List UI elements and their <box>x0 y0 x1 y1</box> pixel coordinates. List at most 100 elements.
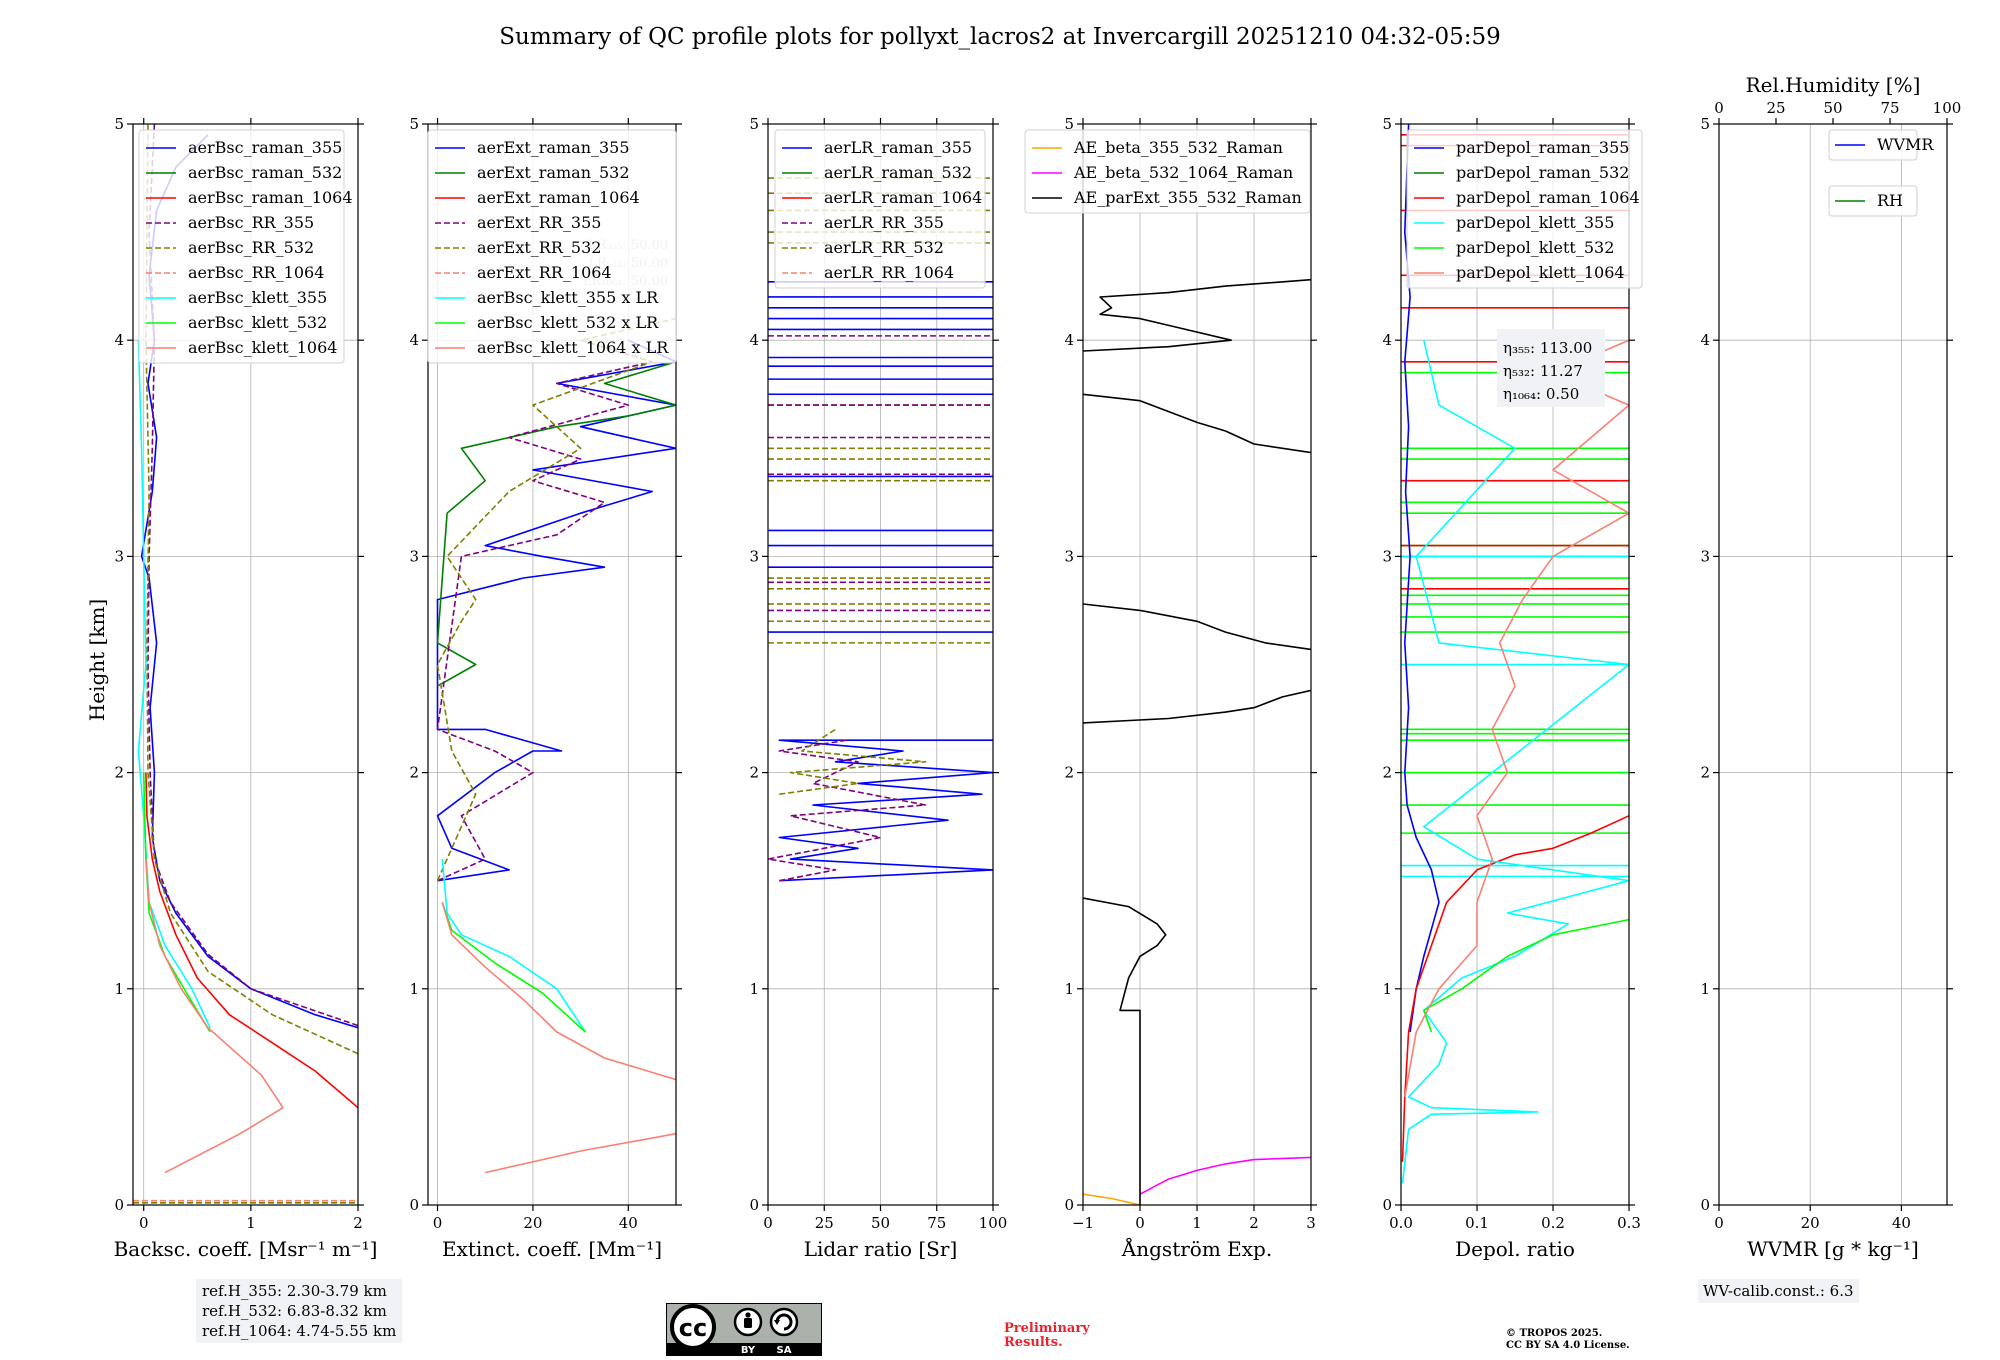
legend-entry: aerLR_raman_355 <box>824 138 972 157</box>
y-tick-label: 5 <box>114 115 124 133</box>
series-line-parDepol-raman-1064 <box>1401 815 1629 1162</box>
eta-box <box>1497 329 1605 407</box>
plot-frame-wvmr <box>1718 123 1948 1206</box>
legend-entry: aerBsc_RR_355 <box>188 213 314 232</box>
wv-calibration-box: WV-calib.const.: 6.3 <box>1698 1279 1859 1303</box>
top-x-tick-label: 0 <box>1714 99 1724 117</box>
data-lidar_ratio <box>768 177 993 882</box>
ref-height-1064: ref.H_1064: 4.74-5.55 km <box>202 1322 397 1340</box>
y-tick-label: 2 <box>749 764 759 782</box>
legend-entry: parDepol_klett_1064 <box>1456 263 1625 282</box>
legend-entry: aerBsc_raman_532 <box>188 163 342 182</box>
eta-value: η₅₃₂: 11.27 <box>1503 362 1583 380</box>
reference-height-box: ref.H_355: 2.30-3.79 km ref.H_532: 6.83-… <box>196 1279 403 1343</box>
series-line-AE-parExt-355-532-Raman-4 <box>1083 278 1311 352</box>
y-tick-label: 2 <box>114 764 124 782</box>
legend-wvmr: WVMR RH <box>1828 129 1934 217</box>
y-tick-label: 2 <box>1064 764 1074 782</box>
legend-entry: aerExt_raman_355 <box>477 138 630 157</box>
legend-entry: aerBsc_klett_532 <box>188 313 327 332</box>
y-tick-label: 4 <box>1700 331 1710 349</box>
legend-entry: aerExt_raman_1064 <box>477 188 640 207</box>
eta-value: η₁₀₆₄: 0.50 <box>1503 385 1579 403</box>
plot-frame-backscatter <box>132 123 359 1206</box>
legend-entry: parDepol_raman_355 <box>1456 138 1629 157</box>
y-tick-label: 1 <box>1064 980 1074 998</box>
series-line-AE-parExt-355-532-Raman-mid <box>1083 689 1311 724</box>
x-tick-label: 100 <box>979 1214 1008 1232</box>
legend-entry: aerBsc_RR_1064 <box>188 263 324 282</box>
grid-wvmr <box>1718 123 1947 1206</box>
x-axis-label-depol: Depol. ratio <box>1455 1237 1575 1261</box>
y-tick-label: 2 <box>409 764 419 782</box>
x-tick-label: 0 <box>139 1214 149 1232</box>
x-tick-label: 2 <box>353 1214 363 1232</box>
x-tick-label: 0 <box>433 1214 443 1232</box>
y-tick-label: 3 <box>1700 547 1710 565</box>
legend-frame <box>774 129 986 289</box>
copyright-line-1: © TROPOS 2025. <box>1506 1328 1603 1339</box>
legend-entry: aerExt_raman_532 <box>477 163 630 182</box>
x-tick-label: 20 <box>523 1214 542 1232</box>
legend-frame <box>1024 129 1311 214</box>
legend-entry: WVMR <box>1877 135 1934 154</box>
x-tick-label: 2 <box>1249 1214 1259 1232</box>
top-x-tick-label: 100 <box>1933 99 1962 117</box>
eta-value: η₃₅₅: 113.00 <box>1503 339 1592 357</box>
x-axis-label-backscatter: Backsc. coeff. [Msr⁻¹ m⁻¹] <box>114 1237 378 1261</box>
ref-height-532: ref.H_532: 6.83-8.32 km <box>202 1302 387 1320</box>
legend-entry: parDepol_raman_532 <box>1456 163 1629 182</box>
legend-depol: parDepol_raman_355 parDepol_raman_532 parD… <box>1406 129 1643 289</box>
legend-entry: aerBsc_klett_1064 x LR <box>477 338 669 357</box>
y-tick-label: 5 <box>409 115 419 133</box>
y-tick-label: 0 <box>409 1196 419 1214</box>
legend-entry: aerBsc_klett_355 x LR <box>477 288 659 307</box>
preliminary-line-1: Preliminary <box>1004 1321 1090 1336</box>
y-tick-label: 1 <box>409 980 419 998</box>
x-tick-label: 50 <box>871 1214 890 1232</box>
legend-entry: aerLR_raman_532 <box>824 163 972 182</box>
legend-backscatter: aerBsc_raman_355 aerBsc_raman_532 aerBsc_r… <box>138 129 353 364</box>
legend-frame <box>427 129 677 364</box>
preliminary-line-2: Results. <box>1004 1335 1063 1350</box>
series-line-aerBsc-klett-1064-x-LR-upper <box>441 902 676 1081</box>
y-tick-label: 5 <box>1064 115 1074 133</box>
legend-frame <box>1406 129 1643 289</box>
legend-entry: AE_beta_355_532_Raman <box>1073 138 1283 157</box>
y-tick-label: 4 <box>114 331 124 349</box>
series-line-aerBsc-raman-1064 <box>145 772 358 1109</box>
sa-label: SA <box>777 1345 792 1356</box>
legend-entry: aerBsc_raman_1064 <box>188 188 353 207</box>
chart-panel-depol: 0.0 0.1 0.2 0.3 0 1 2 3 4 5 Depol. ratio parDepol_r… <box>1382 115 1643 1261</box>
x-tick-label: 0 <box>763 1214 773 1232</box>
ticks-depol <box>1395 118 1635 1211</box>
sa-share-alike-icon <box>769 1307 799 1337</box>
x-tick-label: 0.0 <box>1389 1214 1413 1232</box>
y-tick-label: 3 <box>749 547 759 565</box>
legend-angstrom: AE_beta_355_532_Raman AE_beta_532_1064_Ra… <box>1024 129 1311 214</box>
y-tick-label: 3 <box>409 547 419 565</box>
x-axis-label-extinction: Extinct. coeff. [Mm⁻¹] <box>442 1237 662 1261</box>
y-tick-label: 3 <box>1064 547 1074 565</box>
x-tick-label: 0 <box>1714 1214 1724 1232</box>
series-line-AE-parExt-355-532-Raman-2-6 <box>1083 603 1311 651</box>
legend-entry: aerBsc_klett_532 x LR <box>477 313 659 332</box>
x-tick-label: 0.3 <box>1617 1214 1641 1232</box>
y-tick-label: 0 <box>749 1196 759 1214</box>
legend-entry: aerBsc_raman_355 <box>188 138 342 157</box>
top-x-tick-label: 25 <box>1766 99 1785 117</box>
legend-entry: aerExt_RR_1064 <box>477 263 612 282</box>
ref-height-355: ref.H_355: 2.30-3.79 km <box>202 1282 387 1300</box>
legend-entry: aerLR_RR_1064 <box>824 263 954 282</box>
legend-entry: AE_parExt_355_532_Raman <box>1073 188 1302 207</box>
x-axis-label-angstrom: Ångström Exp. <box>1121 1236 1272 1261</box>
x-axis-label-wvmr: WVMR [g * kg⁻¹] <box>1747 1237 1919 1261</box>
y-axis-label: Height [km] <box>85 599 109 721</box>
series-line-AE-parExt-355-532-Raman <box>1083 897 1167 1205</box>
cc-by-sa-license-badge: cc BY SA <box>666 1303 822 1356</box>
cc-logo-text: cc <box>679 1314 707 1342</box>
x-tick-label: 1 <box>246 1214 256 1232</box>
y-tick-label: 1 <box>1700 980 1710 998</box>
